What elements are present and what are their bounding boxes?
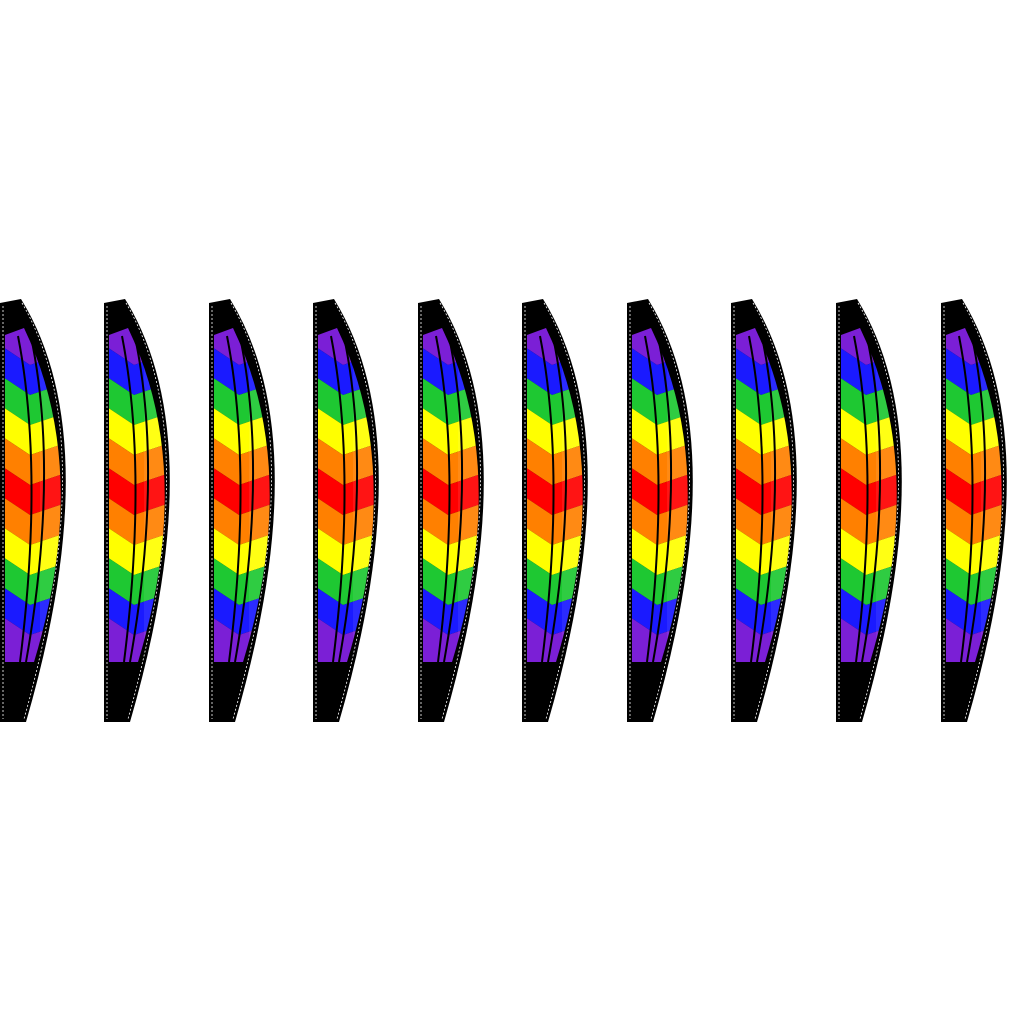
feather (941, 299, 1024, 722)
feather (313, 299, 403, 722)
feather (522, 299, 612, 722)
feather (731, 299, 821, 722)
feather (0, 299, 90, 722)
feather (104, 299, 194, 722)
feather (418, 299, 508, 722)
feather (209, 299, 299, 722)
feather (836, 299, 926, 722)
feather (627, 299, 717, 722)
